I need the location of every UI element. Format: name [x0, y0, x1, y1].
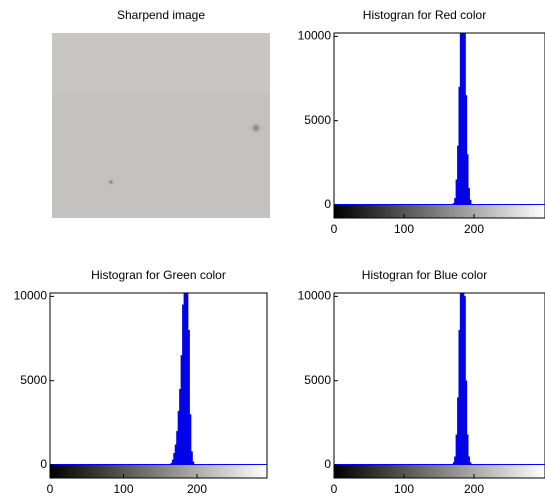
axes-frame: [333, 292, 545, 479]
bar: [469, 462, 472, 465]
bar: [176, 431, 179, 465]
bar: [468, 456, 470, 465]
x-tick-label: 100: [394, 222, 414, 236]
bar: [455, 434, 458, 465]
bar: [465, 95, 468, 205]
bar: [471, 464, 473, 465]
x-tick-label: 0: [331, 482, 338, 496]
y-tick-label: 0: [40, 457, 47, 471]
bar: [185, 293, 187, 465]
bars: [334, 293, 545, 465]
bar: [455, 179, 458, 205]
bar: [171, 459, 174, 465]
x-tick-label: 200: [464, 222, 484, 236]
image-spot: [249, 121, 263, 135]
bar: [464, 33, 466, 205]
y-tick-label: 10000: [298, 29, 332, 43]
axes-frame: [333, 32, 545, 219]
bar: [459, 33, 462, 205]
y-tick-label: 0: [324, 457, 331, 471]
bar: [170, 463, 173, 465]
bar: [188, 329, 190, 465]
bar: [462, 33, 465, 205]
bar: [459, 293, 462, 465]
bar: [452, 462, 455, 465]
y-tick-label: 10000: [298, 289, 332, 303]
bar: [469, 199, 472, 205]
x-tick-label: 200: [464, 482, 484, 496]
gray-bar: [334, 465, 545, 478]
y-tick-label: 0: [324, 197, 331, 211]
bar: [180, 355, 183, 465]
bar: [189, 414, 192, 465]
bar: [461, 293, 463, 465]
gray-bar: [50, 465, 267, 478]
plot-area: [334, 33, 545, 218]
image-spot: [107, 178, 115, 186]
bar: [173, 453, 176, 465]
x-tick-label: 100: [394, 482, 414, 496]
plot-area: [334, 293, 545, 478]
bar: [190, 451, 193, 465]
bars: [50, 293, 267, 465]
bar: [468, 187, 470, 205]
plot-area: [50, 293, 267, 478]
x-tick-label: 200: [187, 482, 207, 496]
bar: [454, 198, 456, 205]
bar: [174, 444, 177, 465]
y-tick-label: 5000: [304, 373, 331, 387]
y-tick-label: 10000: [14, 289, 48, 303]
y-tick-label: 5000: [304, 113, 331, 127]
y-tick-label: 5000: [20, 373, 47, 387]
bar: [458, 329, 461, 465]
gray-bar: [334, 205, 545, 218]
bar: [454, 456, 456, 465]
bar: [462, 293, 465, 465]
panel-title: Sharpend image: [117, 8, 205, 22]
bar: [457, 145, 459, 205]
bar: [466, 434, 469, 465]
bar: [182, 304, 184, 465]
x-tick-label: 0: [47, 482, 54, 496]
bar: [192, 461, 195, 465]
x-tick-label: 100: [113, 482, 133, 496]
bar: [452, 203, 455, 205]
bar: [177, 410, 180, 465]
bar: [458, 86, 461, 205]
bar: [464, 296, 466, 465]
panel-title: Histogran for Green color: [91, 268, 226, 282]
bar: [465, 380, 468, 465]
bar: [457, 397, 459, 465]
bar: [466, 154, 469, 205]
bar: [179, 388, 181, 465]
image-shade: [52, 33, 270, 93]
x-tick-label: 0: [331, 222, 338, 236]
axes-frame: [49, 292, 268, 479]
panel-title: Histogran for Blue color: [362, 268, 487, 282]
bar: [461, 33, 463, 205]
bar: [193, 464, 196, 465]
bar: [471, 204, 473, 205]
image-panel: [52, 33, 270, 218]
panel-title: Histogran for Red color: [363, 8, 486, 22]
